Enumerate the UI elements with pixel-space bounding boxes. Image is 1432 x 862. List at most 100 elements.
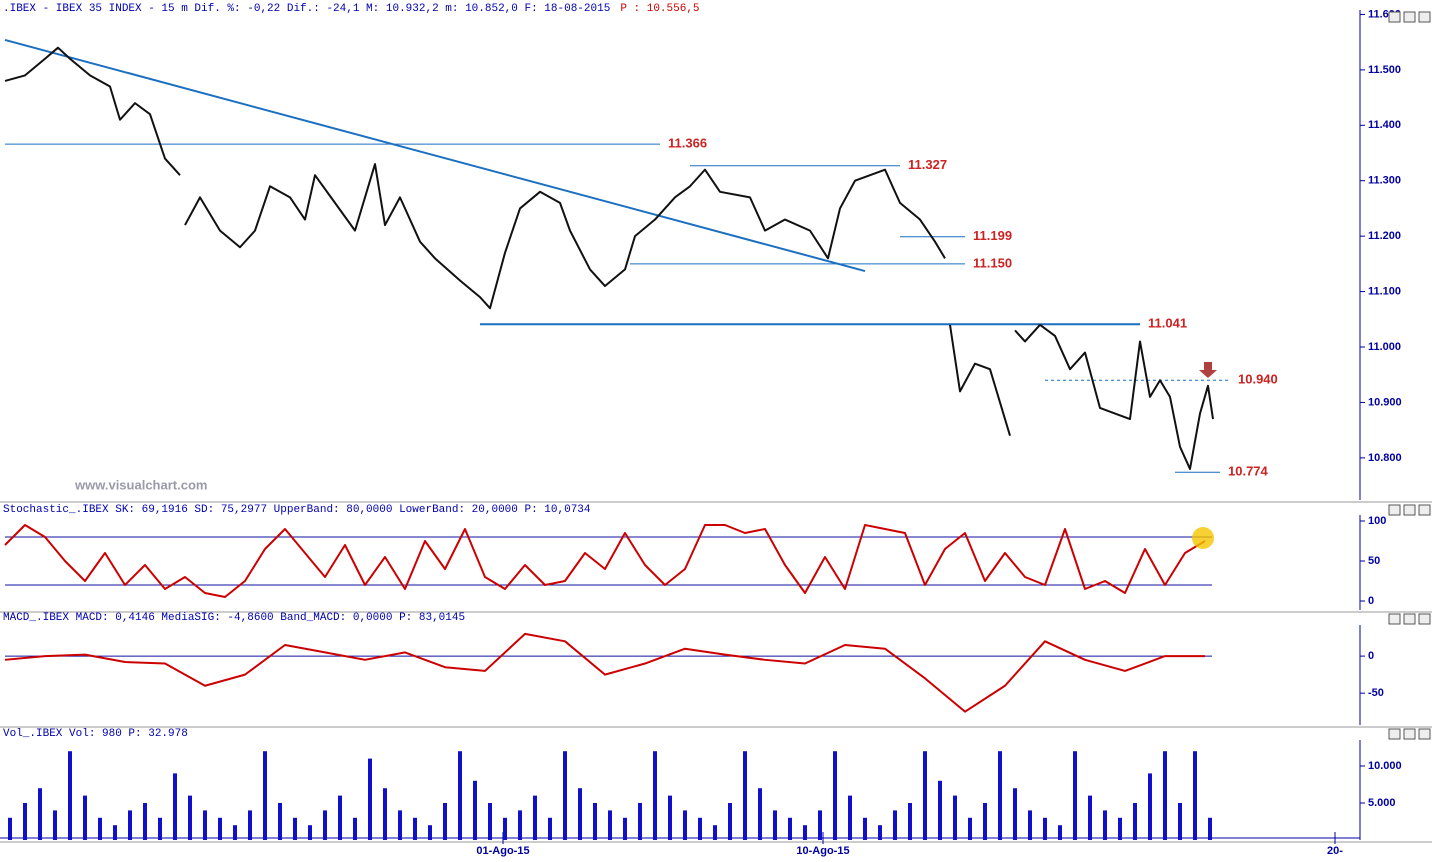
volume-bar xyxy=(308,825,312,840)
min-button[interactable] xyxy=(1388,613,1401,625)
level-label: 11.199 xyxy=(973,228,1012,243)
volume-bar xyxy=(758,788,762,840)
volume-bar xyxy=(1058,825,1062,840)
volume-bar xyxy=(713,825,717,840)
volume-bar xyxy=(368,758,372,840)
volume-bar xyxy=(1043,817,1047,840)
volume-bar xyxy=(53,810,57,840)
y-tick-label: 0 xyxy=(1368,595,1374,607)
volume-bar xyxy=(278,803,282,840)
level-label: 11.150 xyxy=(973,255,1012,270)
volume-bar xyxy=(113,825,117,840)
x-tick-label: 01-Ago-15 xyxy=(476,845,529,857)
max-button[interactable] xyxy=(1403,504,1416,516)
y-tick-label: 11.400 xyxy=(1368,119,1401,131)
volume-bar xyxy=(923,751,927,840)
close-button[interactable] xyxy=(1418,728,1431,740)
volume-bar xyxy=(488,803,492,840)
min-button[interactable] xyxy=(1388,11,1401,23)
volume-bar xyxy=(1118,817,1122,840)
max-button[interactable] xyxy=(1403,728,1416,740)
level-label: 11.041 xyxy=(1148,316,1187,331)
volume-bar xyxy=(413,817,417,840)
volume-bar xyxy=(398,810,402,840)
volume-bar xyxy=(1163,751,1167,840)
y-tick-label: 10.800 xyxy=(1368,452,1402,464)
volume-bar xyxy=(803,825,807,840)
max-button[interactable] xyxy=(1403,613,1416,625)
volume-bar xyxy=(668,795,672,840)
volume-bar xyxy=(458,751,462,840)
y-tick-label: 11.100 xyxy=(1368,285,1401,297)
y-tick-label: 0 xyxy=(1368,650,1374,662)
min-button[interactable] xyxy=(1388,504,1401,516)
y-tick-label: 11.200 xyxy=(1368,230,1401,242)
volume-bar xyxy=(83,795,87,840)
panel-title: .IBEX - IBEX 35 INDEX - 15 m Dif. %: -0,… xyxy=(3,3,610,15)
x-tick-label: 20- xyxy=(1327,845,1343,857)
y-tick-label: 11.000 xyxy=(1368,341,1401,353)
x-tick-label: 10-Ago-15 xyxy=(796,845,849,857)
volume-bar xyxy=(128,810,132,840)
volume-bar xyxy=(638,803,642,840)
window-buttons[interactable] xyxy=(1388,11,1431,740)
volume-bar xyxy=(1013,788,1017,840)
volume-bar xyxy=(1073,751,1077,840)
volume-bar xyxy=(848,795,852,840)
trend-line xyxy=(4,38,866,273)
volume-bar xyxy=(548,817,552,840)
panel-price: P : 10.556,5 xyxy=(620,3,699,15)
volume-bar xyxy=(473,780,477,840)
volume-bar xyxy=(68,751,72,840)
volume-bar xyxy=(23,803,27,840)
volume-bar xyxy=(878,825,882,840)
y-tick-label: 100 xyxy=(1368,515,1386,527)
y-tick-label: 5.000 xyxy=(1368,797,1396,809)
panel-title: MACD_.IBEX MACD: 0,4146 MediaSIG: -4,860… xyxy=(3,612,465,624)
close-button[interactable] xyxy=(1418,613,1431,625)
watermark: www.visualchart.com xyxy=(74,477,207,492)
volume-bar xyxy=(173,773,177,840)
volume-bar xyxy=(233,825,237,840)
panel-title: Stochastic_.IBEX SK: 69,1916 SD: 75,2977… xyxy=(3,504,591,516)
volume-bar xyxy=(503,817,507,840)
volume-bar xyxy=(443,803,447,840)
series-line xyxy=(4,46,1214,470)
volume-bar xyxy=(1148,773,1152,840)
y-tick-label: 10.000 xyxy=(1368,760,1402,772)
panel-title: Vol_.IBEX Vol: 980 P: 32.978 xyxy=(3,728,188,740)
volume-bar xyxy=(158,817,162,840)
y-tick-label: 50 xyxy=(1368,555,1380,567)
level-label: 11.366 xyxy=(668,136,707,151)
volume-bar xyxy=(38,788,42,840)
volume-bar xyxy=(728,803,732,840)
max-button[interactable] xyxy=(1403,11,1416,23)
volume-bar xyxy=(1028,810,1032,840)
volume-bar xyxy=(773,810,777,840)
volume-bar xyxy=(383,788,387,840)
volume-bar xyxy=(518,810,522,840)
volume-bar xyxy=(893,810,897,840)
volume-bar xyxy=(533,795,537,840)
series-line xyxy=(4,524,1206,598)
volume-bar xyxy=(788,817,792,840)
volume-bar xyxy=(98,817,102,840)
volume-bar xyxy=(338,795,342,840)
volume-bar xyxy=(578,788,582,840)
volume-bar xyxy=(218,817,222,840)
signal-highlight xyxy=(1192,527,1214,549)
volume-bar xyxy=(863,817,867,840)
volume-bar xyxy=(1208,817,1212,840)
volume-bar xyxy=(983,803,987,840)
volume-bar xyxy=(593,803,597,840)
volume-bar xyxy=(653,751,657,840)
close-button[interactable] xyxy=(1418,11,1431,23)
level-label: 10.774 xyxy=(1228,464,1269,479)
close-button[interactable] xyxy=(1418,504,1431,516)
level-label: 11.327 xyxy=(908,157,947,172)
min-button[interactable] xyxy=(1388,728,1401,740)
volume-bar xyxy=(323,810,327,840)
volume-bar xyxy=(743,751,747,840)
volume-bar xyxy=(143,803,147,840)
